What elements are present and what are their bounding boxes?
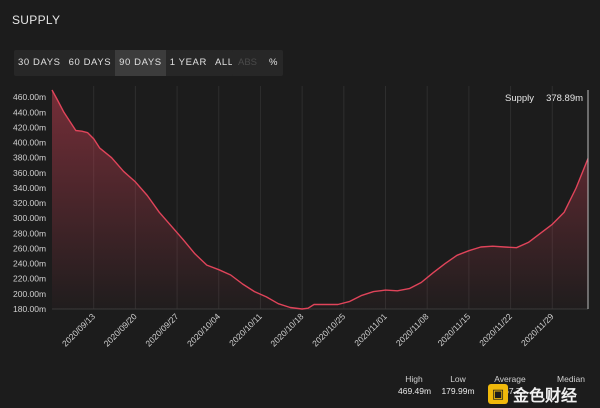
range-1-year-button[interactable]: 1 YEAR [169,57,207,68]
stat-average: Average 267.7 [490,373,530,397]
x-tick-label: 2020/11/22 [477,311,514,348]
stat-median-label: Median [557,374,585,384]
unit-percent-button[interactable]: % [269,57,278,68]
range-all-button[interactable]: ALL [214,57,234,68]
watermark-text: 金色财经 [513,388,578,405]
series-line-supply [51,89,589,310]
y-tick-label: 400.00m [13,138,46,148]
stats-bar: High 469.49m Low 179.99m Average 267.7 M… [0,373,600,408]
stat-low-label: Low [450,374,466,384]
x-tick-label: 2020/11/29 [519,311,556,348]
x-tick-label: 2020/09/27 [143,311,180,348]
stat-average-label: Average [494,374,526,384]
range-30-days-button[interactable]: 30 DAYS [18,57,61,68]
stat-low-value: 179.99m [441,386,475,396]
stat-high: High 469.49m [398,373,432,397]
chart-title: SUPPLY [12,13,61,27]
y-tick-label: 220.00m [13,274,46,284]
watermark: ▣ 金色财经 [488,381,577,407]
stat-low: Low 179.99m [440,373,476,397]
y-tick-label: 340.00m [13,183,46,193]
stat-median: Median [551,373,591,385]
series-area-fill [52,90,588,309]
y-tick-label: 300.00m [13,213,46,223]
y-tick-label: 280.00m [13,228,46,238]
unit-selector: ABS % [232,50,284,76]
stat-average-value: 267.7 [499,386,521,396]
time-range-selector: 30 DAYS 60 DAYS 90 DAYS 1 YEAR ALL [14,50,238,76]
x-tick-label: 2020/11/15 [436,311,473,348]
range-60-days-button[interactable]: 60 DAYS [68,57,112,68]
supply-chart[interactable]: 460.00m 440.00m 420.00m 400.00m 380.00m 360.0… [0,0,600,370]
tooltip-label: Supply [505,93,535,104]
x-tick-label: 2020/11/01 [352,311,389,348]
tooltip-value: 378.89m [546,93,584,104]
stat-high-value: 469.49m [398,386,432,396]
x-tick-label: 2020/10/04 [185,311,222,348]
y-tick-label: 180.00m [13,304,46,314]
x-tick-label: 2020/10/18 [268,311,305,348]
y-tick-label: 320.00m [13,198,46,208]
x-tick-label: 2020/11/08 [394,311,431,348]
y-tick-label: 440.00m [13,107,46,117]
x-tick-label: 2020/10/11 [227,311,264,348]
unit-abs-button[interactable]: ABS [238,57,258,68]
x-tick-label: 2020/09/13 [60,311,97,348]
y-tick-label: 380.00m [13,153,46,163]
y-tick-label: 460.00m [13,92,46,102]
y-tick-label: 360.00m [13,168,46,178]
stat-high-label: High [405,374,423,384]
x-tick-label: 2020/10/25 [310,311,347,348]
x-tick-label: 2020/09/20 [102,311,139,348]
y-tick-label: 260.00m [13,243,46,253]
y-tick-label: 200.00m [13,289,46,299]
range-90-days-button[interactable]: 90 DAYS [115,50,166,76]
watermark-logo-icon: ▣ [488,384,508,404]
hover-tooltip: Supply 378.89m [501,90,583,107]
y-tick-label: 240.00m [13,259,46,269]
y-tick-label: 420.00m [13,122,46,132]
